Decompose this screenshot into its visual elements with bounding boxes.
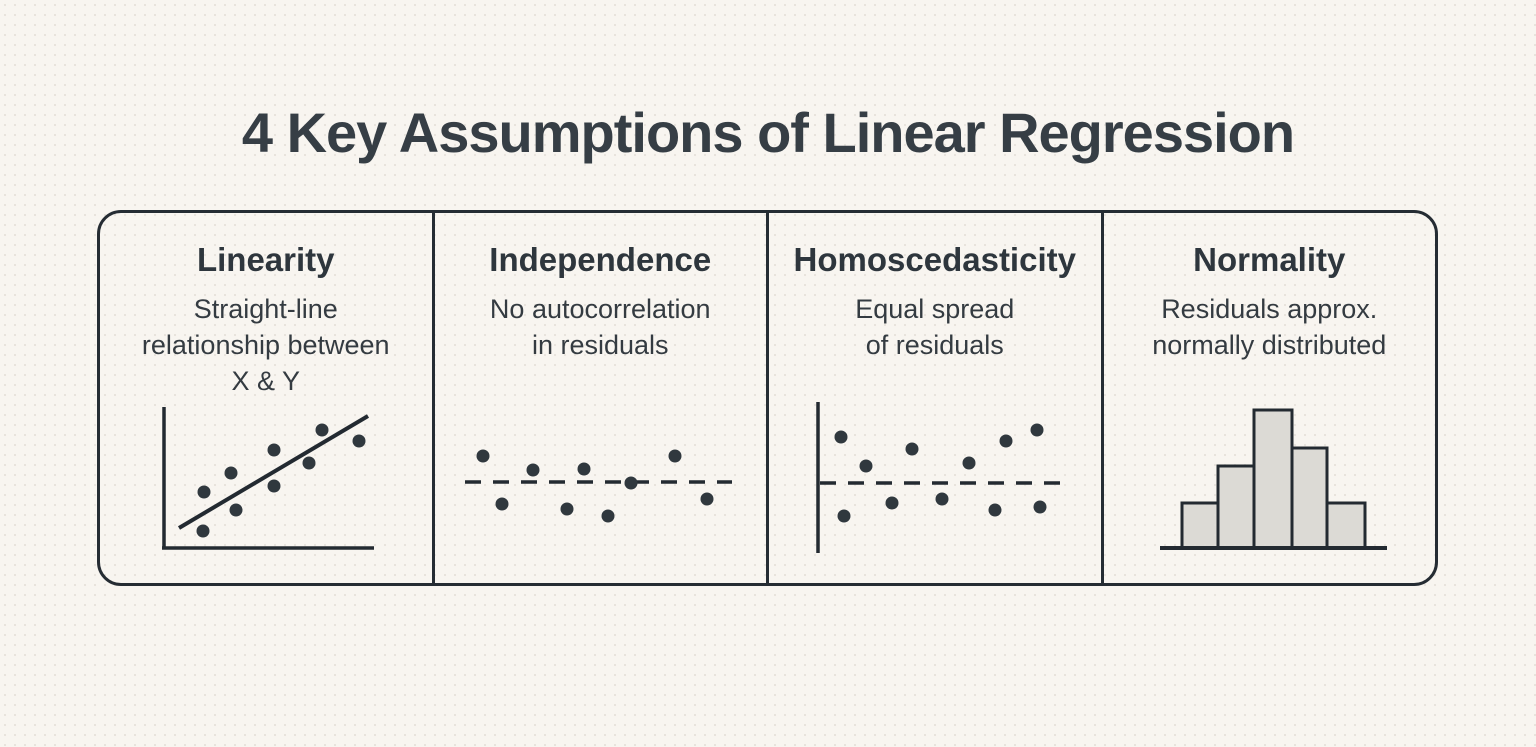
assumptions-card: Linearity Straight-line relationship bet… <box>97 210 1438 586</box>
panel-homoscedasticity: Homoscedasticity Equal spread of residua… <box>766 213 1101 583</box>
panel-homoscedasticity-description: Equal spread of residuals <box>855 293 1015 360</box>
panel-linearity-heading: Linearity <box>196 241 335 278</box>
panel-linearity: Linearity Straight-line relationship bet… <box>100 213 432 583</box>
residuals-dashed-line-chart-icon <box>465 449 733 523</box>
panel-independence: Independence No autocorrelation in resid… <box>431 213 767 583</box>
histogram-chart-icon <box>1160 408 1388 550</box>
panel-normality: Normality Residuals approx. normally dis… <box>1100 213 1436 583</box>
panel-homoscedasticity-heading: Homoscedasticity <box>793 241 1076 278</box>
panel-independence-heading: Independence <box>489 241 712 278</box>
scatter-trend-chart-icon <box>161 407 374 550</box>
panel-independence-description: No autocorrelation in residuals <box>489 293 711 360</box>
equal-spread-residuals-chart-icon <box>816 402 1062 553</box>
panel-normality-heading: Normality <box>1193 241 1346 278</box>
page-title: 4 Key Assumptions of Linear Regression <box>241 101 1295 164</box>
panel-normality-description: Residuals approx. normally distributed <box>1152 293 1387 360</box>
panel-linearity-description: Straight-line relationship between X & Y <box>141 293 390 396</box>
